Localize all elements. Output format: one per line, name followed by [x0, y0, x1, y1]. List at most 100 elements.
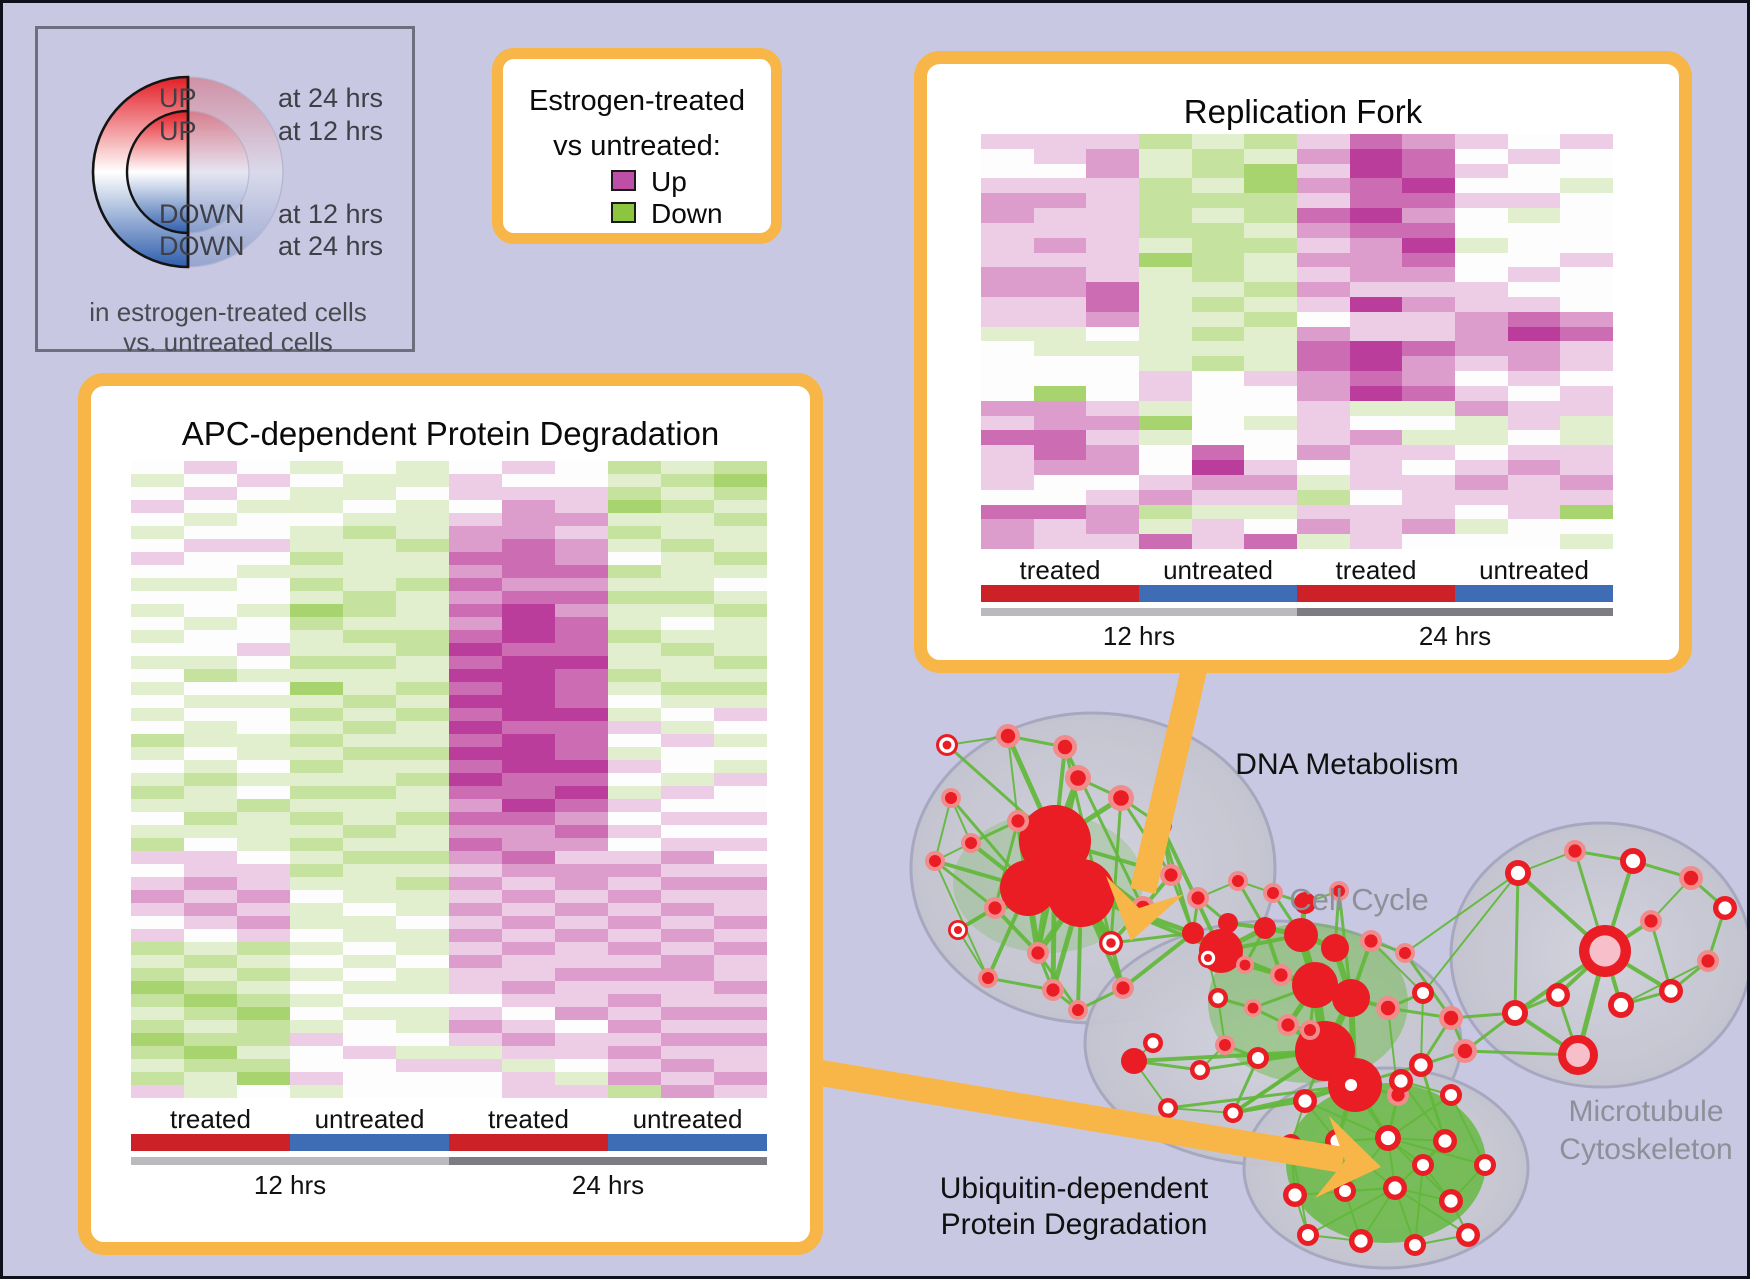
heatmap-cell — [184, 903, 237, 916]
heatmap-cell — [1139, 400, 1192, 416]
heatmap-cell — [1033, 489, 1087, 505]
heatmap-cell — [608, 877, 661, 890]
heatmap-cell — [290, 721, 343, 734]
heatmap-cell — [396, 474, 449, 487]
heatmap-cell — [449, 773, 502, 786]
heatmap-cell — [290, 656, 343, 669]
heatmap-cell — [502, 721, 555, 734]
heatmap-cell — [1507, 474, 1561, 490]
heatmap-cell — [131, 838, 184, 851]
heatmap-cell — [343, 1007, 396, 1020]
heatmap-cell — [343, 890, 396, 903]
heatmap-cell — [661, 1033, 714, 1046]
heatmap-cell — [1455, 489, 1508, 505]
heatmap-cell — [1297, 148, 1350, 164]
heatmap-cell — [1349, 178, 1403, 194]
heatmap-cell — [1244, 267, 1297, 283]
heatmap-cell — [1139, 504, 1192, 520]
heatmap-cell — [661, 942, 714, 955]
network-node-halo — [1219, 1039, 1231, 1051]
heatmap-cell — [555, 929, 608, 942]
heatmap-cell — [981, 208, 1034, 223]
network-node-halo — [1247, 1002, 1259, 1014]
heatmap-cell — [1560, 297, 1613, 312]
heatmap-cell — [1139, 326, 1192, 342]
heatmap-cell — [661, 851, 714, 864]
heatmap-cell — [555, 461, 608, 474]
heatmap-cell — [396, 708, 449, 721]
network-edge — [1404, 872, 1519, 954]
heatmap-cell — [661, 552, 714, 565]
heatmap-cell — [449, 500, 502, 513]
heatmap-cell — [555, 786, 608, 799]
heatmap-cell — [449, 526, 502, 539]
heatmap-cell — [608, 1046, 661, 1059]
network-node-white — [1147, 1037, 1159, 1049]
heatmap-cell — [184, 513, 237, 526]
heatmap-cell — [502, 851, 555, 864]
heatmap-cell — [237, 461, 290, 474]
network-node-halo — [1364, 934, 1378, 948]
heatmap-cell — [1297, 460, 1350, 475]
heatmap-cell — [981, 460, 1034, 475]
heatmap-cell — [661, 825, 714, 838]
heatmap-cell — [1349, 222, 1403, 238]
heatmap-cell — [1297, 326, 1350, 342]
heatmap-cell — [396, 838, 449, 851]
heatmap-cell — [343, 838, 396, 851]
heatmap-cell — [714, 903, 767, 916]
heatmap-cell — [1191, 326, 1245, 342]
heatmap-cell — [608, 955, 661, 968]
network-edge — [1166, 1083, 1357, 1110]
heatmap-cell — [290, 747, 343, 760]
heatmap-cell — [1244, 489, 1297, 505]
heatmap-cell — [661, 799, 714, 812]
heatmap-cell — [449, 487, 502, 500]
heatmap-cell — [1507, 400, 1561, 416]
group-label-untreated: untreated — [1479, 555, 1589, 585]
heatmap-cell — [131, 656, 184, 669]
heatmap-cell — [502, 929, 555, 942]
heatmap-cell — [608, 526, 661, 539]
legend-word-up-12: UP — [159, 116, 197, 146]
heatmap-cell — [1507, 297, 1561, 312]
heatmap-cell — [237, 916, 290, 929]
heatmap-cell — [555, 1020, 608, 1033]
heatmap-cell — [608, 695, 661, 708]
heatmap-cell — [1349, 445, 1403, 461]
network-node-white — [1408, 1238, 1422, 1252]
network-node-white — [1625, 853, 1641, 869]
heatmap-cell — [1560, 222, 1613, 238]
up-down-gradient-circles-icon — [91, 75, 284, 269]
heatmap-cell — [714, 916, 767, 929]
heatmap-cell — [1033, 504, 1087, 520]
heatmap-cell — [449, 669, 502, 682]
heatmap-cell — [1507, 519, 1561, 535]
heatmap-cell — [396, 552, 449, 565]
heatmap-cell — [1507, 356, 1561, 372]
heatmap-cell — [714, 617, 767, 630]
heatmap-cell — [1244, 193, 1297, 209]
heatmap-cell — [1455, 163, 1508, 179]
heatmap-cell — [449, 760, 502, 773]
heatmap-cell — [1191, 193, 1245, 209]
heatmap-cell — [502, 812, 555, 825]
heatmap-cell — [396, 1007, 449, 1020]
heatmap-cell — [449, 864, 502, 877]
legend-word-down-12: DOWN — [159, 199, 245, 229]
heatmap-cell — [1507, 178, 1561, 194]
heatmap-cell — [343, 695, 396, 708]
heatmap-cell — [981, 474, 1034, 490]
heatmap-cell — [184, 1007, 237, 1020]
network-node-white — [1461, 1228, 1475, 1242]
heatmap-cell — [502, 526, 555, 539]
heatmap-cell — [714, 500, 767, 513]
heatmap-cell — [1349, 474, 1403, 490]
apc-heatmap — [131, 461, 767, 1098]
heatmap-cell — [1507, 430, 1561, 446]
heatmap-cell — [343, 760, 396, 773]
heatmap-cell — [343, 734, 396, 747]
heatmap-cell — [1402, 519, 1455, 535]
heatmap-cell — [714, 682, 767, 695]
heatmap-cell — [608, 604, 661, 617]
